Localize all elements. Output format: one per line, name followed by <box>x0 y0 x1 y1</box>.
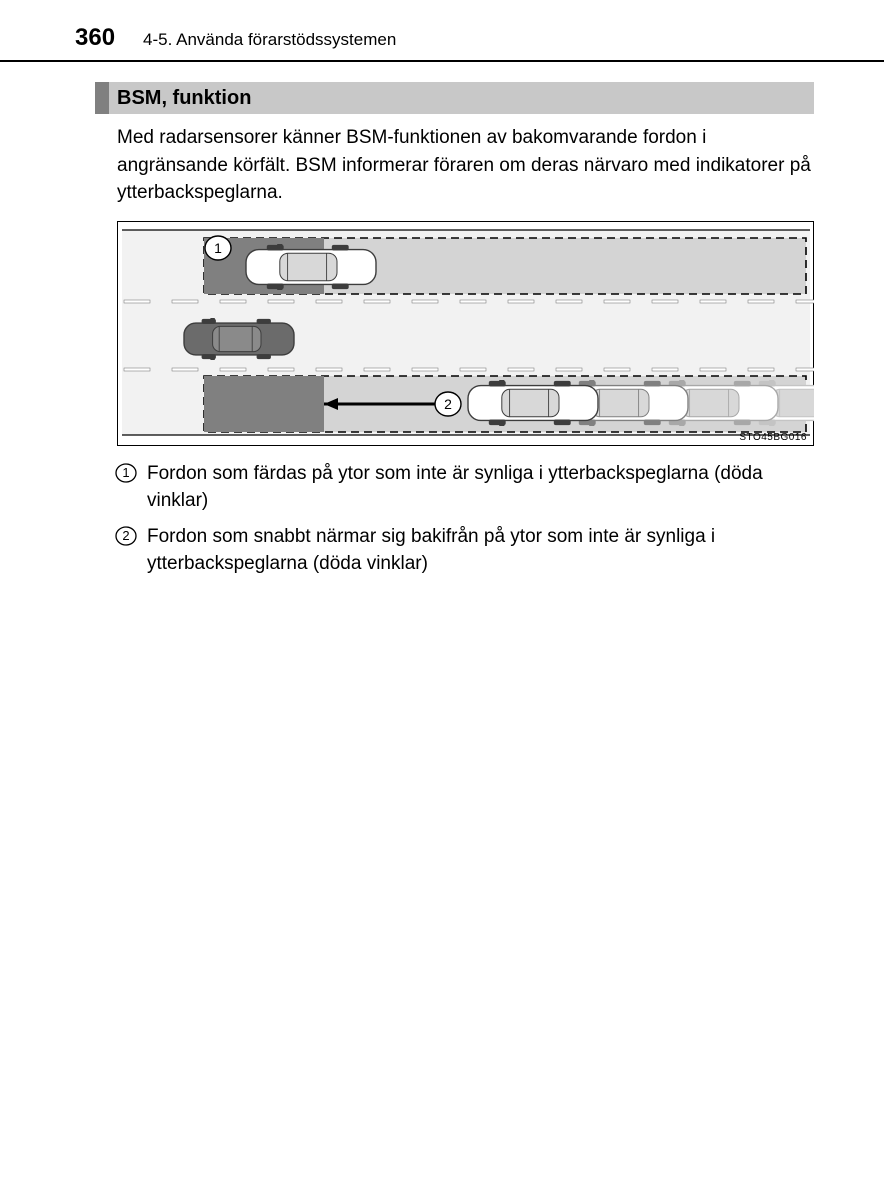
callout-text: Fordon som snabbt närmar sig bakifrån på… <box>147 523 814 578</box>
callout-marker-1: 1 <box>115 462 137 515</box>
bsm-diagram: 12 STO45BG016 <box>117 221 814 446</box>
intro-paragraph: Med radarsensorer känner BSM-funktionen … <box>95 124 814 221</box>
chapter-title: 4-5. Använda förarstödssystemen <box>143 30 396 50</box>
page-content: BSM, funktion Med radarsensorer känner B… <box>0 62 884 578</box>
svg-text:2: 2 <box>122 528 129 543</box>
callout-text: Fordon som färdas på ytor som inte är sy… <box>147 460 814 515</box>
section-heading: BSM, funktion <box>95 82 814 114</box>
svg-text:2: 2 <box>444 396 452 412</box>
bsm-diagram-svg: 12 <box>118 222 814 443</box>
page-number: 360 <box>75 24 115 52</box>
callout-item: 1 Fordon som färdas på ytor som inte är … <box>115 460 814 515</box>
svg-text:1: 1 <box>122 465 129 480</box>
callout-list: 1 Fordon som färdas på ytor som inte är … <box>95 454 814 578</box>
callout-marker-2: 2 <box>115 525 137 578</box>
diagram-code: STO45BG016 <box>739 432 807 443</box>
heading-accent <box>95 82 109 114</box>
page-header: 360 4-5. Använda förarstödssystemen <box>0 0 884 60</box>
callout-item: 2 Fordon som snabbt närmar sig bakifrån … <box>115 523 814 578</box>
heading-label: BSM, funktion <box>109 82 251 114</box>
svg-text:1: 1 <box>214 240 222 256</box>
